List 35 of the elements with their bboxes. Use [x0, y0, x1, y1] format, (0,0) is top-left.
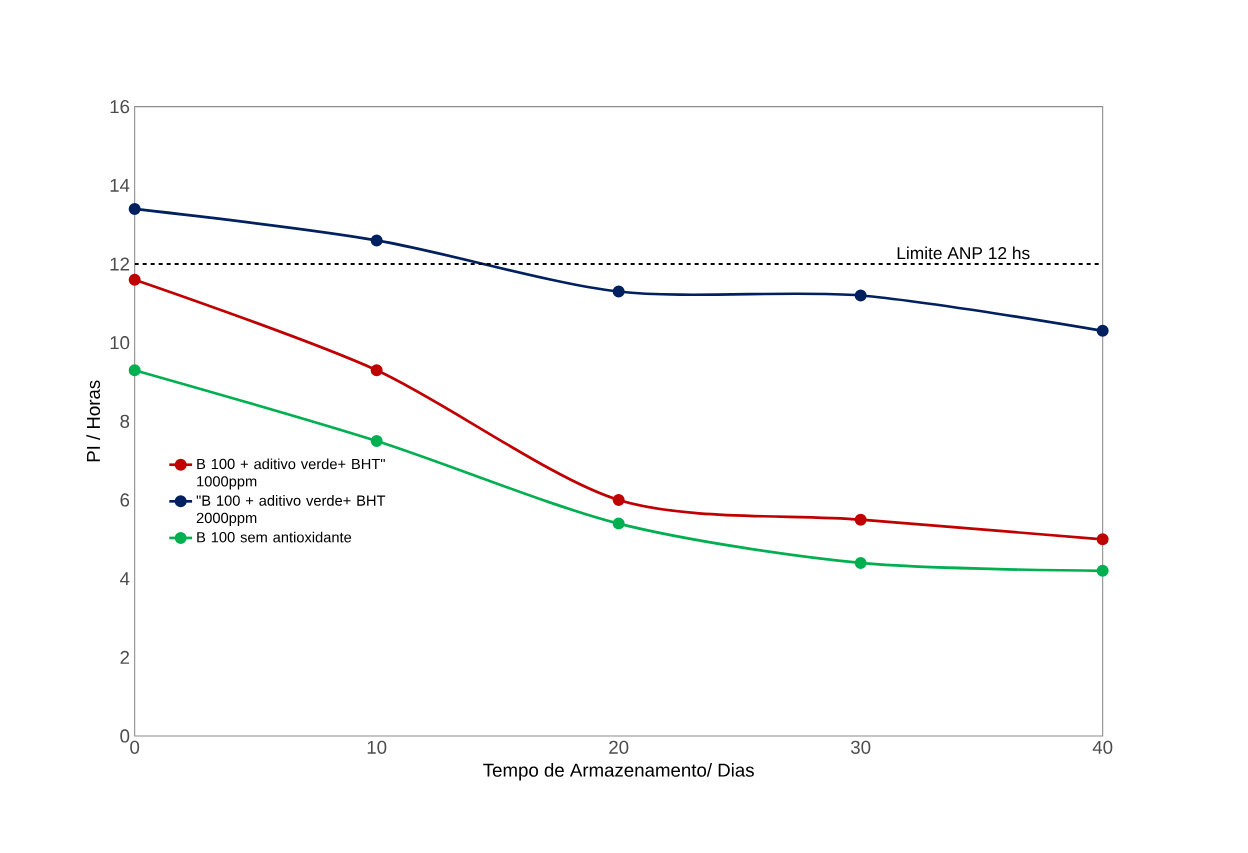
- point: [612, 285, 625, 298]
- y-tick-label: 14: [110, 178, 130, 192]
- point: [370, 434, 383, 447]
- point: [854, 513, 867, 526]
- x-tick-label: 20: [609, 740, 629, 754]
- point: [612, 517, 625, 530]
- y-tick-label: 12: [110, 257, 130, 271]
- legend-label: B 100 + aditivo verde+ BHT" 1000ppm: [197, 458, 385, 490]
- x-axis-title: Tempo de Armazenamento/ Dias: [483, 762, 754, 781]
- y-tick-label: 16: [110, 99, 130, 114]
- y-tick-label: 0: [120, 729, 130, 743]
- y-tick-label: 4: [120, 572, 130, 585]
- x-tick-label: 30: [851, 740, 871, 754]
- y-tick-label: 10: [110, 335, 130, 350]
- y-tick-label: 2: [120, 650, 130, 664]
- point: [128, 202, 141, 215]
- point: [854, 289, 867, 302]
- point: [854, 556, 867, 569]
- point: [1096, 564, 1109, 577]
- point: [1096, 533, 1109, 546]
- point: [612, 493, 625, 506]
- point: [370, 364, 383, 377]
- legend-label: B 100 sem antioxidante: [197, 531, 352, 543]
- x-tick-label: 0: [130, 740, 140, 754]
- point: [128, 273, 141, 286]
- ref-line-label: Limite ANP 12 hs: [897, 246, 1030, 260]
- y-axis-title: PI / Horas: [86, 380, 101, 462]
- point: [1096, 324, 1109, 337]
- y-tick-label: 8: [120, 414, 130, 428]
- x-tick-label: 10: [367, 740, 387, 754]
- point: [128, 364, 141, 377]
- x-tick-label: 40: [1092, 740, 1113, 754]
- y-tick-label: 6: [120, 493, 130, 507]
- legend-label: "B 100 + aditivo verde+ BHT 2000ppm: [196, 494, 386, 526]
- point: [370, 234, 383, 247]
